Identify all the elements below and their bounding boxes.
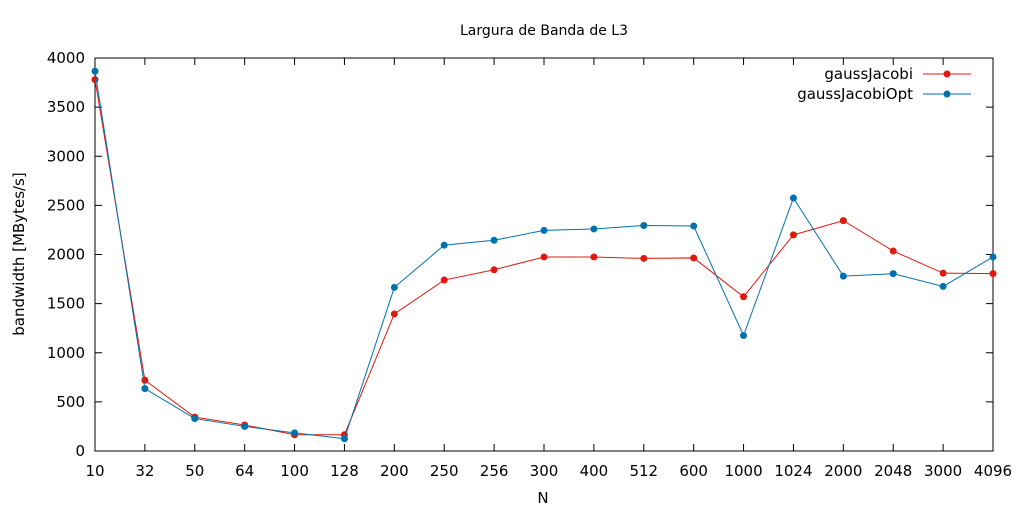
x-tick-label: 10 bbox=[85, 462, 104, 480]
y-tick-label: 2500 bbox=[47, 196, 85, 214]
x-tick-label: 2048 bbox=[874, 462, 912, 480]
y-tick-label: 3500 bbox=[47, 98, 85, 116]
y-tick-label: 3000 bbox=[47, 147, 85, 165]
y-tick-label: 4000 bbox=[47, 49, 85, 67]
y-tick-label: 2000 bbox=[47, 246, 85, 264]
data-point bbox=[989, 270, 997, 278]
x-axis-label: N bbox=[537, 489, 548, 507]
legend-label: gaussJacobiOpt bbox=[797, 85, 913, 103]
data-point bbox=[540, 226, 548, 234]
data-point bbox=[440, 241, 448, 249]
y-axis-label: bandwidth [MBytes/s] bbox=[10, 172, 28, 335]
data-point bbox=[390, 310, 398, 318]
data-point bbox=[291, 429, 299, 437]
x-tick-label: 300 bbox=[530, 462, 559, 480]
series-gaussJacobiOpt bbox=[91, 67, 997, 443]
data-point bbox=[540, 253, 548, 261]
chart-title: Largura de Banda de L3 bbox=[460, 23, 628, 39]
x-tick-label: 250 bbox=[430, 462, 459, 480]
series-layer bbox=[91, 67, 997, 443]
data-point bbox=[640, 222, 648, 230]
data-point bbox=[490, 236, 498, 244]
data-point bbox=[889, 270, 897, 278]
axes: 0 500 1000 1500 2000 2500 3000 3500 4000 10 32 50 64… bbox=[47, 49, 1012, 480]
y-tick-label: 500 bbox=[56, 393, 85, 411]
data-point bbox=[889, 247, 897, 255]
data-point bbox=[390, 283, 398, 291]
x-tick-label: 128 bbox=[330, 462, 359, 480]
data-point bbox=[590, 225, 598, 233]
x-tick-label: 400 bbox=[580, 462, 609, 480]
legend-label: gaussJacobi bbox=[824, 65, 913, 83]
data-point bbox=[640, 254, 648, 262]
x-tick-label: 200 bbox=[380, 462, 409, 480]
data-point bbox=[839, 272, 847, 280]
x-tick-label: 100 bbox=[280, 462, 309, 480]
data-point bbox=[690, 254, 698, 262]
legend-marker bbox=[943, 70, 951, 78]
data-point bbox=[939, 282, 947, 290]
data-point bbox=[789, 194, 797, 202]
x-tick-label: 64 bbox=[235, 462, 254, 480]
data-point bbox=[141, 376, 149, 384]
x-tick-label: 32 bbox=[135, 462, 154, 480]
data-point bbox=[789, 231, 797, 239]
data-point bbox=[440, 276, 448, 284]
data-point bbox=[490, 266, 498, 274]
data-point bbox=[91, 76, 99, 84]
data-point bbox=[241, 422, 249, 430]
data-point bbox=[91, 67, 99, 75]
legend-marker bbox=[943, 90, 951, 98]
data-point bbox=[989, 253, 997, 261]
x-tick-label: 600 bbox=[679, 462, 708, 480]
y-tick-label: 1000 bbox=[47, 344, 85, 362]
data-point bbox=[839, 217, 847, 225]
data-point bbox=[340, 435, 348, 443]
series-gaussJacobi bbox=[91, 76, 997, 439]
x-tick-label: 512 bbox=[629, 462, 658, 480]
y-tick-label: 1500 bbox=[47, 295, 85, 313]
x-tick-label: 256 bbox=[480, 462, 509, 480]
data-point bbox=[690, 222, 698, 230]
data-point bbox=[191, 415, 199, 423]
data-point bbox=[740, 332, 748, 340]
x-tick-label: 1000 bbox=[724, 462, 762, 480]
x-tick-label: 50 bbox=[185, 462, 204, 480]
x-tick-label: 1024 bbox=[774, 462, 812, 480]
x-tick-label: 3000 bbox=[924, 462, 962, 480]
data-point bbox=[141, 385, 149, 393]
data-point bbox=[590, 253, 598, 261]
x-tick-label: 2000 bbox=[824, 462, 862, 480]
x-tick-label: 4096 bbox=[974, 462, 1012, 480]
data-point bbox=[939, 269, 947, 277]
data-point bbox=[740, 293, 748, 301]
y-tick-label: 0 bbox=[75, 442, 85, 460]
legend: gaussJacobi gaussJacobiOpt bbox=[797, 65, 971, 103]
